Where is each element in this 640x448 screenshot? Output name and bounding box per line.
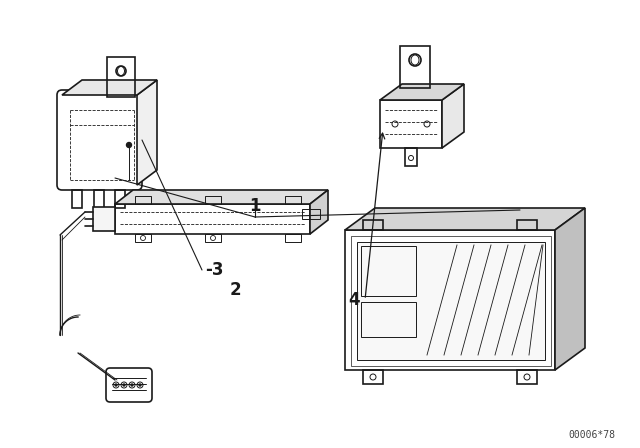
Polygon shape	[310, 190, 328, 234]
Bar	[115, 190, 125, 208]
Bar	[93, 207, 115, 231]
Circle shape	[115, 384, 117, 386]
Bar	[302, 209, 320, 219]
Bar	[380, 100, 442, 148]
Text: 00006*78: 00006*78	[568, 430, 615, 440]
Bar	[285, 234, 301, 242]
Polygon shape	[62, 80, 157, 95]
Bar	[517, 370, 537, 384]
Bar	[361, 302, 416, 337]
Bar	[400, 46, 430, 88]
Polygon shape	[115, 190, 328, 204]
Text: 1: 1	[249, 197, 260, 215]
Bar	[345, 230, 555, 370]
Bar	[205, 196, 221, 204]
Text: 4: 4	[348, 291, 360, 309]
Text: 2: 2	[229, 281, 241, 299]
Circle shape	[131, 384, 133, 386]
Circle shape	[127, 142, 131, 147]
Bar	[363, 220, 383, 230]
Bar	[205, 234, 221, 242]
Bar	[135, 196, 151, 204]
Bar	[94, 190, 104, 208]
Bar	[135, 234, 151, 242]
FancyBboxPatch shape	[57, 90, 142, 190]
Text: -3: -3	[205, 261, 223, 279]
Bar	[351, 236, 551, 366]
Bar	[363, 370, 383, 384]
Bar	[285, 196, 301, 204]
Bar	[517, 220, 537, 230]
Polygon shape	[345, 208, 585, 230]
FancyBboxPatch shape	[106, 368, 152, 402]
Bar	[115, 204, 310, 234]
Polygon shape	[555, 208, 585, 370]
Bar	[357, 242, 545, 360]
Polygon shape	[442, 84, 464, 148]
Polygon shape	[137, 80, 157, 185]
Polygon shape	[380, 84, 464, 100]
Circle shape	[139, 384, 141, 386]
Bar	[72, 190, 82, 208]
Bar	[361, 246, 416, 296]
Bar	[107, 57, 135, 97]
Circle shape	[123, 384, 125, 386]
Bar	[405, 148, 417, 166]
